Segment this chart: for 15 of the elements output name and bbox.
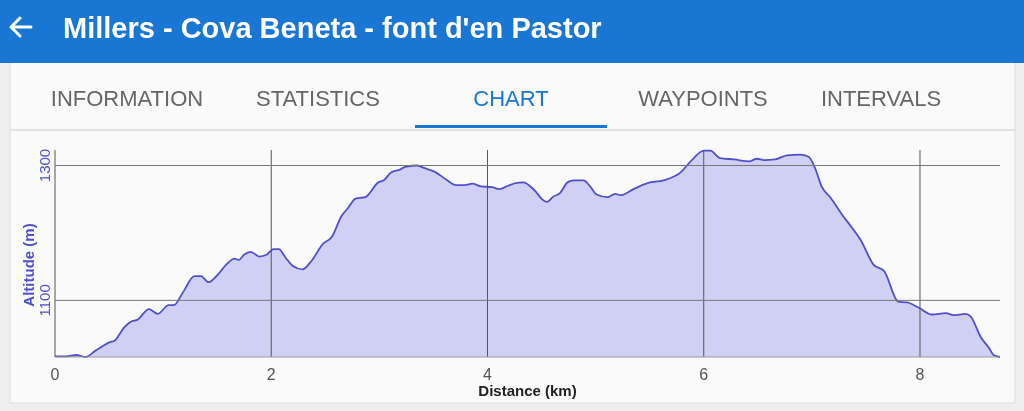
y-tick-label: 1300 [36, 148, 53, 183]
x-tick-label: 2 [266, 366, 276, 383]
x-axis-title: Distance (km) [478, 382, 577, 399]
chart-title: Millers - Cova Beneta - font d'en Pastor [63, 12, 602, 44]
x-tick-label: 0 [50, 366, 60, 383]
x-tick-label: 6 [699, 366, 709, 383]
text: INFORMATION [50, 86, 204, 111]
text: CHART [473, 86, 549, 111]
y-axis-title: Altitude (m) [20, 223, 37, 307]
y-tick-label: 1100 [36, 284, 53, 317]
x-tick-label: 4 [483, 366, 493, 383]
text: WAYPOINTS [638, 86, 768, 111]
text: INTERVALS [820, 86, 942, 111]
x-tick-label: 8 [915, 366, 925, 383]
text: STATISTICS [256, 86, 380, 111]
